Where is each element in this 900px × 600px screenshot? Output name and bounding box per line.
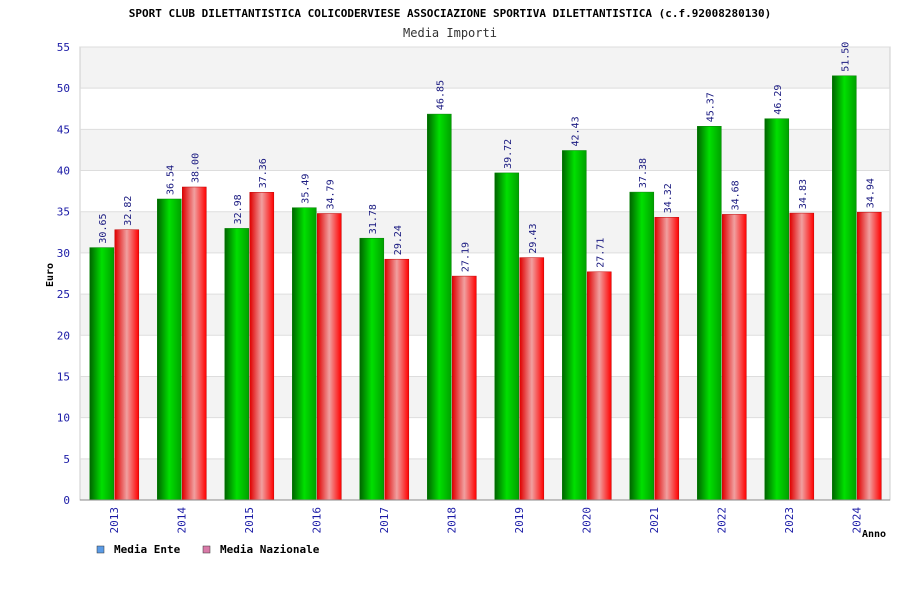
bar-media-nazionale xyxy=(722,214,747,501)
bars xyxy=(89,75,882,501)
y-tick-label: 55 xyxy=(57,41,70,54)
x-tick-label: 2022 xyxy=(715,507,728,534)
legend-swatch-ente xyxy=(96,545,105,554)
bar-media-ente xyxy=(562,150,587,501)
x-tick-label: 2021 xyxy=(648,507,661,534)
chart-title: SPORT CLUB DILETTANTISTICA COLICODERVIES… xyxy=(129,7,771,20)
grid-band xyxy=(80,294,890,336)
gridlines xyxy=(80,46,890,501)
bar-media-nazionale xyxy=(587,271,612,501)
bar-media-nazionale xyxy=(857,211,882,501)
x-tick-label: 2017 xyxy=(378,507,391,534)
bar-media-nazionale xyxy=(789,212,815,501)
value-label-nazionale: 34.94 xyxy=(865,178,876,208)
bar-media-nazionale xyxy=(519,257,545,501)
value-label-nazionale: 38.00 xyxy=(190,153,201,183)
value-label-nazionale: 27.71 xyxy=(595,238,606,268)
grid-band xyxy=(80,211,890,253)
legend-swatch-nazionale xyxy=(202,545,211,554)
value-label-ente: 32.98 xyxy=(233,194,244,224)
chart-subtitle: Media Importi xyxy=(403,26,497,40)
bar-media-ente xyxy=(427,113,452,501)
bar-media-nazionale xyxy=(452,275,477,501)
value-label-nazionale: 34.68 xyxy=(730,180,741,210)
y-tick-label: 45 xyxy=(57,123,70,136)
x-tick-label: 2015 xyxy=(243,507,256,534)
bar-media-nazionale xyxy=(114,229,140,501)
value-label-nazionale: 34.32 xyxy=(663,183,674,213)
value-label-ente: 42.43 xyxy=(570,116,581,146)
y-tick-label: 40 xyxy=(57,165,70,178)
legend: Media Ente Media Nazionale xyxy=(96,543,320,556)
value-label-nazionale: 29.43 xyxy=(528,223,539,253)
bar-media-ente xyxy=(764,118,790,501)
value-label-ente: 35.49 xyxy=(300,174,311,204)
value-label-ente: 46.85 xyxy=(435,80,446,110)
bar-media-ente xyxy=(292,207,317,501)
value-label-nazionale: 37.36 xyxy=(258,158,269,188)
y-tick-label: 25 xyxy=(57,288,70,301)
bar-media-ente xyxy=(494,172,520,501)
y-tick-label: 10 xyxy=(57,412,70,425)
x-tick-label: 2024 xyxy=(850,507,863,534)
x-tick-label: 2020 xyxy=(580,507,593,534)
value-label-ente: 36.54 xyxy=(165,165,176,195)
value-label-ente: 31.78 xyxy=(368,204,379,234)
x-tick-label: 2014 xyxy=(175,507,188,534)
value-label-ente: 37.38 xyxy=(638,158,649,188)
x-tick-label: 2023 xyxy=(783,507,796,534)
grid-band xyxy=(80,376,890,418)
y-axis-label: Euro xyxy=(45,263,56,287)
x-tick-label: 2013 xyxy=(108,507,121,534)
grid-band xyxy=(80,47,890,89)
y-tick-label: 15 xyxy=(57,370,70,383)
value-label-nazionale: 34.83 xyxy=(798,179,809,209)
y-tick-label: 0 xyxy=(63,494,70,507)
value-label-ente: 45.37 xyxy=(705,92,716,122)
value-label-ente: 30.65 xyxy=(98,213,109,243)
y-tick-label: 20 xyxy=(57,329,70,342)
y-axis-ticks: 0 5 10 15 20 25 30 35 40 45 50 55 xyxy=(57,41,70,507)
grid-band xyxy=(80,170,890,212)
x-axis-label: Anno xyxy=(862,529,886,540)
value-label-nazionale: 32.82 xyxy=(123,196,134,226)
x-axis-ticks: 2013 2014 2015 2016 2017 2018 2019 2020 2021 2022… xyxy=(108,507,864,534)
grid-band xyxy=(80,252,890,295)
bar-media-nazionale xyxy=(182,186,207,501)
grid-band xyxy=(80,458,890,500)
value-label-nazionale: 29.24 xyxy=(393,225,404,255)
y-tick-label: 5 xyxy=(63,453,70,466)
value-label-ente: 46.29 xyxy=(773,85,784,115)
y-tick-label: 35 xyxy=(57,206,70,219)
grid-bands xyxy=(80,47,890,500)
legend-label-nazionale: Media Nazionale xyxy=(220,543,320,556)
value-label-nazionale: 34.79 xyxy=(325,179,336,209)
grid-band xyxy=(80,88,890,130)
grid-band xyxy=(80,129,890,171)
value-label-nazionale: 27.19 xyxy=(460,242,471,272)
bar-media-ente xyxy=(629,191,655,501)
bar-media-ente xyxy=(89,247,115,501)
x-tick-label: 2018 xyxy=(445,507,458,534)
value-labels: 30.65 32.82 36.54 38.00 32.98 37.36 35.49 34.79… xyxy=(98,42,876,272)
value-label-ente: 51.50 xyxy=(840,42,851,72)
bar-media-ente xyxy=(832,75,857,501)
legend-label-ente: Media Ente xyxy=(114,543,181,556)
grid-band xyxy=(80,417,890,459)
bar-media-ente xyxy=(359,237,385,501)
x-tick-label: 2016 xyxy=(310,507,323,534)
bar-media-nazionale xyxy=(384,258,410,501)
bar-media-ente xyxy=(224,228,250,501)
bar-media-nazionale xyxy=(317,213,342,501)
grid-band xyxy=(80,335,890,377)
y-tick-label: 30 xyxy=(57,247,70,260)
x-tick-label: 2019 xyxy=(513,507,526,534)
y-tick-label: 50 xyxy=(57,82,70,95)
bar-media-nazionale xyxy=(249,192,275,501)
value-label-ente: 39.72 xyxy=(503,139,514,169)
bar-media-ente xyxy=(697,126,722,501)
bar-media-ente xyxy=(157,198,182,501)
bar-media-nazionale xyxy=(654,217,680,501)
